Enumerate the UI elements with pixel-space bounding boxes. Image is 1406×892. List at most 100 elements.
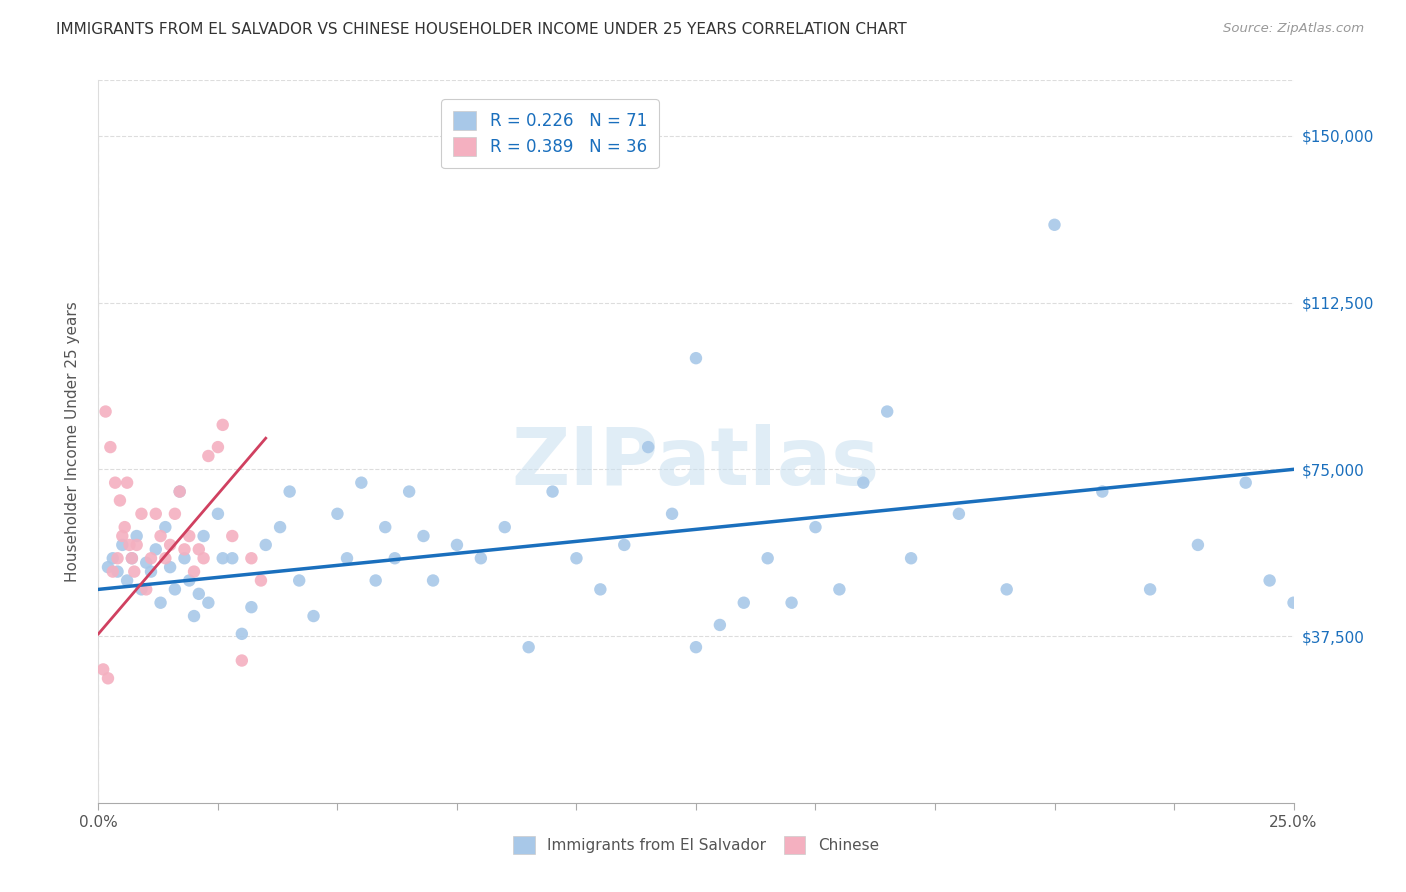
Point [121,551,143,566]
Point [384,551,406,566]
Point [422,574,444,588]
Point [288,574,311,588]
Point [101,565,124,579]
Text: Source: ZipAtlas.com: Source: ZipAtlas.com [1223,22,1364,36]
Point [326,507,349,521]
Point [207,507,229,521]
Point [97,560,120,574]
Point [179,574,201,588]
Point [98,440,122,454]
Point [470,551,492,566]
Point [995,582,1018,597]
Point [183,609,205,624]
Point [107,551,129,566]
Point [149,529,172,543]
Point [111,538,134,552]
Point [169,484,191,499]
Point [211,417,233,432]
Point [187,587,209,601]
Point [107,565,129,579]
Point [149,596,172,610]
Point [240,600,263,615]
Point [221,551,243,566]
Point [1187,538,1209,552]
Point [613,538,636,552]
Legend: Immigrants from El Salvador, Chinese: Immigrants from El Salvador, Chinese [508,830,884,860]
Point [1282,596,1305,610]
Point [118,538,141,552]
Point [197,596,219,610]
Point [756,551,779,566]
Point [125,529,148,543]
Point [97,671,120,685]
Point [145,507,167,521]
Point [124,565,146,579]
Text: IMMIGRANTS FROM EL SALVADOR VS CHINESE HOUSEHOLDER INCOME UNDER 25 YEARS CORRELA: IMMIGRANTS FROM EL SALVADOR VS CHINESE H… [56,22,907,37]
Point [637,440,659,454]
Point [661,507,683,521]
Point [336,551,359,566]
Point [145,542,167,557]
Point [685,640,707,655]
Point [163,507,186,521]
Point [111,529,134,543]
Text: ZIPatlas: ZIPatlas [512,425,880,502]
Point [197,449,219,463]
Point [494,520,516,534]
Point [804,520,827,534]
Point [852,475,875,490]
Point [398,484,420,499]
Point [278,484,301,499]
Point [159,538,181,552]
Point [179,529,201,543]
Point [412,529,434,543]
Point [221,529,243,543]
Point [250,574,273,588]
Point [114,520,136,534]
Point [948,507,970,521]
Point [1043,218,1066,232]
Point [231,627,253,641]
Point [173,542,195,557]
Point [94,404,117,418]
Point [254,538,277,552]
Point [187,542,209,557]
Point [183,565,205,579]
Point [91,662,114,676]
Point [169,484,191,499]
Point [155,520,177,534]
Point [1139,582,1161,597]
Point [108,493,131,508]
Point [131,507,153,521]
Point [193,551,215,566]
Point [1258,574,1281,588]
Point [207,440,229,454]
Point [101,551,124,566]
Point [541,484,564,499]
Point [131,582,153,597]
Point [900,551,922,566]
Point [135,582,157,597]
Point [733,596,755,610]
Point [876,404,898,418]
Point [211,551,233,566]
Point [446,538,468,552]
Point [240,551,263,566]
Point [1091,484,1114,499]
Point [589,582,612,597]
Point [1234,475,1257,490]
Point [374,520,396,534]
Point [163,582,186,597]
Point [115,574,138,588]
Point [139,551,162,566]
Point [709,618,731,632]
Point [173,551,195,566]
Point [193,529,215,543]
Point [269,520,291,534]
Point [121,551,143,566]
Point [517,640,540,655]
Point [159,560,181,574]
Point [139,565,162,579]
Point [828,582,851,597]
Y-axis label: Householder Income Under 25 years: Householder Income Under 25 years [65,301,80,582]
